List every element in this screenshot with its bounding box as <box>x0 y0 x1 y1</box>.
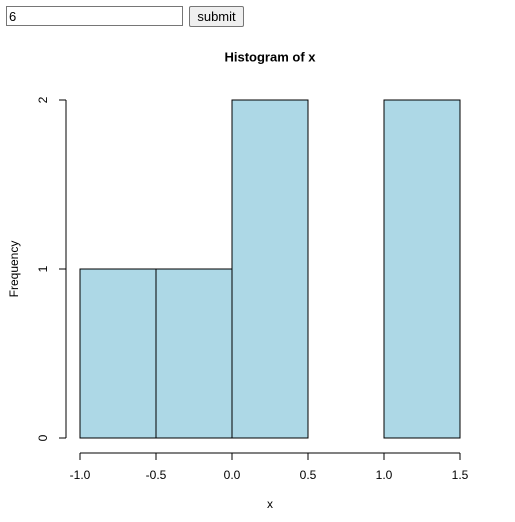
bar <box>155 268 233 439</box>
x-tick-label: 1.0 <box>376 468 393 482</box>
y-axis-label: Frequency <box>7 241 21 298</box>
x-tick-label: 1.5 <box>452 468 469 482</box>
y-tick-label: 2 <box>36 96 50 103</box>
bar <box>79 268 157 439</box>
submit-button[interactable]: submit <box>189 6 244 27</box>
bar <box>383 99 461 439</box>
text-input[interactable] <box>6 6 183 26</box>
x-tick-label: -0.5 <box>146 468 167 482</box>
x-tick-label: 0.0 <box>224 468 241 482</box>
x-tick-label: 0.5 <box>300 468 317 482</box>
chart-title: Histogram of x <box>224 49 316 64</box>
bar <box>231 99 309 439</box>
y-tick-label: 1 <box>36 265 50 272</box>
x-axis-label: x <box>267 497 273 511</box>
x-tick-label: -1.0 <box>70 468 91 482</box>
y-tick-label: 0 <box>36 434 50 441</box>
